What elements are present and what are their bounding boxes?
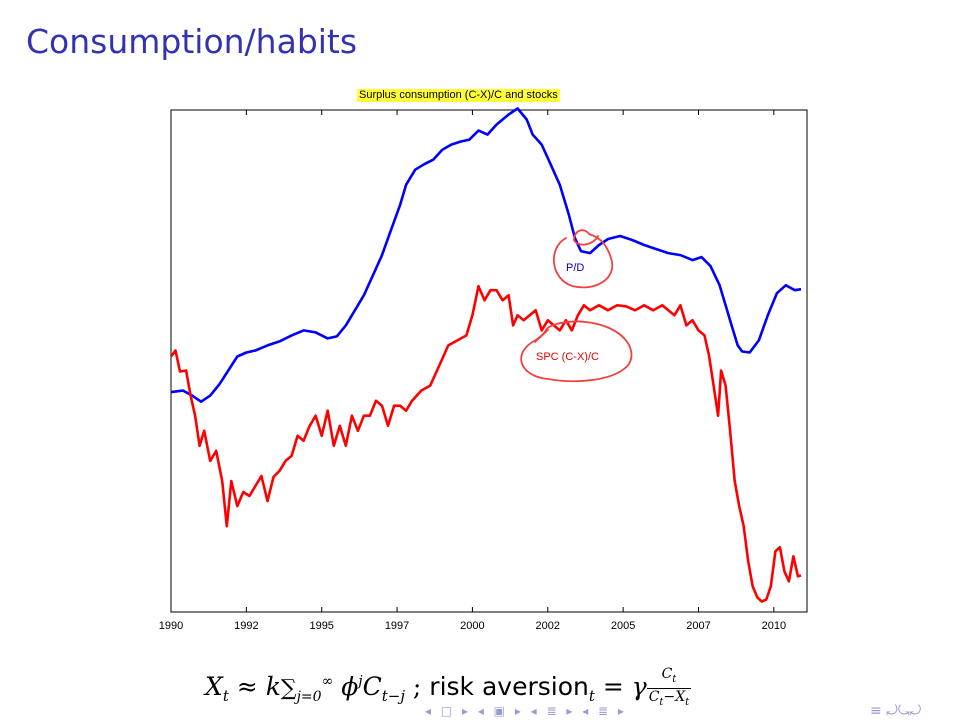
series-group <box>169 107 802 603</box>
formula-c: C <box>362 671 382 701</box>
annotation-ink-tick <box>534 329 549 343</box>
formula-k: k <box>265 671 281 701</box>
formula-risk-aversion: risk aversion <box>429 671 589 701</box>
plot-frame <box>170 109 808 613</box>
formula-sum: ∑ <box>280 675 297 701</box>
formula-phi-sup: j <box>358 673 363 690</box>
frac-num: C <box>661 666 673 682</box>
frac-minus: − <box>663 688 676 705</box>
annotation-ink-circle-spc <box>520 320 633 383</box>
formula-risk-sub: t <box>588 686 595 705</box>
formula-equals: = <box>602 671 624 701</box>
formula-x: X <box>205 671 223 701</box>
x-axis: 1990 1992 1995 1997 2000 2002 2005 2007 2010 <box>159 110 786 632</box>
frac-den-c: C <box>648 688 660 705</box>
x-tick-label: 2000 <box>460 620 484 632</box>
formula-sum-sub: j=0 <box>296 688 322 705</box>
formula-phi: ϕ <box>341 671 359 701</box>
x-tick-label: 2005 <box>611 620 635 632</box>
frac-num-sub: t <box>672 673 677 685</box>
annotation-spc: SPC (C-X)/C <box>536 351 599 363</box>
x-tick-label: 1997 <box>385 620 409 632</box>
chart-title: Surplus consumption (C-X)/C and stocks <box>357 89 560 102</box>
beamer-nav-controls[interactable]: ◂ □ ▸ ◂ ▣ ▸ ◂ ≣ ▸ ◂ ≣ ▸ <box>425 704 627 718</box>
formula-separator: ; <box>404 671 430 701</box>
formula-c-sub: t−j <box>381 686 405 705</box>
x-tick-label: 1992 <box>234 620 258 632</box>
formula-sum-sup: ∞ <box>321 673 334 690</box>
frac-den-sub2: t <box>685 696 690 708</box>
x-tick-label: 1990 <box>159 620 183 632</box>
x-tick-label: 2002 <box>536 620 560 632</box>
beamer-nav-search-icon[interactable]: ≡ ⤾⤿⤾ <box>870 703 922 719</box>
annotation-pd: P/D <box>566 262 584 274</box>
x-tick-label: 2007 <box>686 620 710 632</box>
formula-approx: ≈ <box>236 671 258 701</box>
series-line-spc <box>169 284 802 603</box>
frac-den-x: X <box>675 688 686 705</box>
formula-fraction: Ct Ct−Xt <box>646 666 692 711</box>
x-tick-label: 1995 <box>309 620 333 632</box>
slide-title: Consumption/habits <box>26 22 358 61</box>
annotation-ink-circle-pd <box>552 229 614 289</box>
x-tick-label: 2010 <box>762 620 786 632</box>
formula-x-sub: t <box>222 686 229 705</box>
frac-den-sub1: t <box>659 696 664 708</box>
series-line-pd <box>170 107 802 403</box>
formula-gamma: γ <box>631 671 647 701</box>
